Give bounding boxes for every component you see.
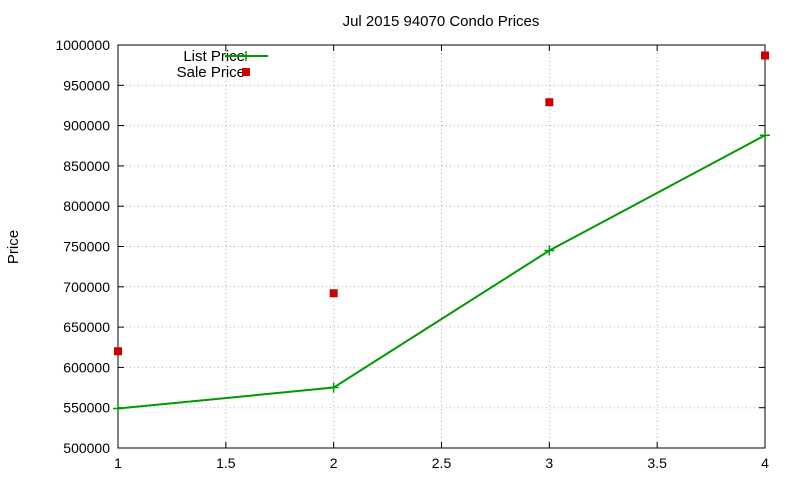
- list-price-point: [544, 245, 555, 256]
- y-tick-label: 500000: [63, 440, 110, 456]
- y-tick-label: 750000: [63, 239, 110, 255]
- y-axis-label: Price: [5, 230, 22, 264]
- series-layer: [113, 51, 770, 414]
- y-tick-label: 1000000: [55, 37, 110, 53]
- list-price-point: [328, 382, 339, 393]
- y-tick-label: 800000: [63, 198, 110, 214]
- y-tick-label: 700000: [63, 279, 110, 295]
- x-tick-label: 1: [114, 455, 122, 471]
- x-tick-label: 3: [545, 455, 553, 471]
- sale-price-point: [545, 98, 554, 107]
- sale-price-point: [761, 51, 769, 60]
- sale-price-point: [114, 347, 122, 356]
- y-tick-label: 600000: [63, 359, 110, 375]
- sale-price-point: [329, 289, 338, 298]
- y-tick-label: 950000: [63, 77, 110, 93]
- y-tick-label: 550000: [63, 400, 110, 416]
- grid-layer: [118, 45, 765, 448]
- list-price-line: [117, 134, 766, 410]
- legend-square-marker: [242, 68, 250, 76]
- list-price-point: [113, 403, 123, 414]
- x-tick-label: 1.5: [216, 455, 236, 471]
- chart-title: Jul 2015 94070 Condo Prices: [343, 13, 540, 30]
- legend-label: List Price: [183, 48, 245, 65]
- legend-plus-marker: [241, 51, 251, 61]
- list-price-point: [760, 130, 770, 141]
- x-tick-label: 3.5: [647, 455, 667, 471]
- y-tick-label: 850000: [63, 158, 110, 174]
- y-tick-label: 650000: [63, 319, 110, 335]
- y-tick-label: 900000: [63, 118, 110, 134]
- x-tick-label: 2: [330, 455, 338, 471]
- x-tick-label: 4: [761, 455, 769, 471]
- ticks-layer: 500000 550000 600000 650000 700000 750000 8000…: [55, 37, 769, 471]
- legend-label: Sale Price: [177, 64, 245, 81]
- x-tick-label: 2.5: [432, 455, 452, 471]
